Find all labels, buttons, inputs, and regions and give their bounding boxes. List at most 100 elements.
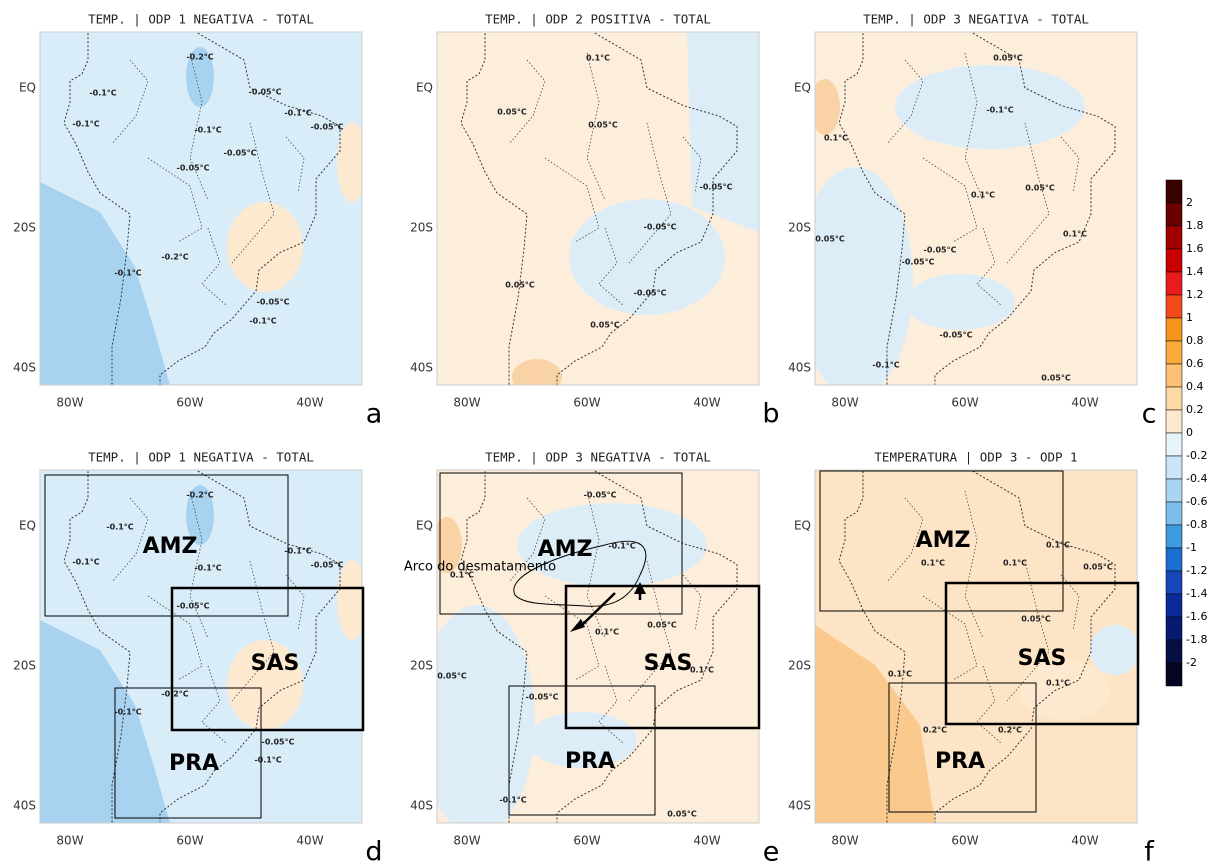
y-tick-label: 20S xyxy=(13,659,36,673)
y-tick-label: 20S xyxy=(788,221,811,235)
contour-label: -0.1°C xyxy=(106,523,133,532)
contour-label: -0.05°C xyxy=(311,123,344,132)
x-tick-label: 40W xyxy=(296,834,323,848)
panel-title: TEMP. | ODP 3 NEGATIVA - TOTAL xyxy=(863,12,1089,27)
y-tick-label: EQ xyxy=(19,519,36,533)
colorbar-segment xyxy=(1166,387,1182,410)
colorbar-tick-label: -2 xyxy=(1186,656,1197,669)
colorbar-tick-label: 0.2 xyxy=(1186,403,1204,416)
contour-label: 0.1°C xyxy=(690,666,714,675)
colorbar-segment xyxy=(1166,180,1182,203)
colorbar-tick-label: 0.8 xyxy=(1186,334,1204,347)
colorbar-tick-label: 0 xyxy=(1186,426,1193,439)
contour-label: -0.1°C xyxy=(114,269,141,278)
contour-label: -0.05°C xyxy=(177,602,210,611)
contour-label: 0.05°C xyxy=(1083,563,1113,572)
y-tick-label: 40S xyxy=(410,799,433,813)
contour-label: 0.1°C xyxy=(586,54,610,63)
colorbar-segment xyxy=(1166,433,1182,456)
colorbar-tick-label: -1.6 xyxy=(1186,610,1207,623)
contour-label: 0.05°C xyxy=(993,54,1023,63)
panel-letter: b xyxy=(762,399,779,430)
contour-label: -0.1°C xyxy=(986,106,1013,115)
y-tick-label: 20S xyxy=(410,659,433,673)
contour-label: -0.05°C xyxy=(526,693,559,702)
colorbar-segment xyxy=(1166,318,1182,341)
contour-label: -0.1°C xyxy=(194,564,221,573)
contour-label: 0.05°C xyxy=(588,121,618,130)
region-label: SAS xyxy=(251,651,300,676)
contour-label: -0.1°C xyxy=(499,796,526,805)
contour-label: -0.1°C xyxy=(114,708,141,717)
region-label: PRA xyxy=(169,751,219,776)
x-tick-label: 60W xyxy=(951,396,978,410)
colorbar-tick-label: -0.2 xyxy=(1186,449,1207,462)
colorbar-segment xyxy=(1166,295,1182,318)
panel-title: TEMP. | ODP 1 NEGATIVA - TOTAL xyxy=(88,450,314,465)
x-tick-label: 60W xyxy=(176,834,203,848)
contour-label: 0.05°C xyxy=(497,108,527,117)
contour-label: 0.05°C xyxy=(647,621,677,630)
anomaly-area xyxy=(687,32,759,232)
region-label: AMZ xyxy=(916,528,971,553)
y-tick-label: EQ xyxy=(416,519,433,533)
y-tick-label: 20S xyxy=(788,659,811,673)
annotation: Arco do desmatamento xyxy=(404,560,556,575)
panel-letter: e xyxy=(763,837,780,866)
panel-title: TEMP. | ODP 1 NEGATIVA - TOTAL xyxy=(88,12,314,27)
panel-title: TEMPERATURA | ODP 3 - ODP 1 xyxy=(874,450,1077,465)
colorbar-tick-label: -0.8 xyxy=(1186,518,1207,531)
colorbar-segment xyxy=(1166,226,1182,249)
anomaly-area xyxy=(569,199,725,315)
colorbar-segment xyxy=(1166,272,1182,295)
panel-letter: a xyxy=(366,399,383,430)
colorbar-tick-label: -1.2 xyxy=(1186,564,1207,577)
contour-label: 0.05°C xyxy=(505,281,535,290)
contour-label: -0.05°C xyxy=(249,88,282,97)
x-tick-label: 80W xyxy=(831,396,858,410)
contour-label: 0.1°C xyxy=(1046,541,1070,550)
colorbar-tick-label: 1.8 xyxy=(1186,219,1204,232)
contour-label: -0.1°C xyxy=(249,317,276,326)
colorbar-tick-label: -1.8 xyxy=(1186,633,1207,646)
colorbar-tick-label: 2 xyxy=(1186,196,1193,209)
contour-label: 0.1°C xyxy=(1003,559,1027,568)
colorbar-tick-label: -1.4 xyxy=(1186,587,1207,600)
x-tick-label: 40W xyxy=(693,396,720,410)
contour-label: -0.05°C xyxy=(940,331,973,340)
page: {"axes": {"y_ticks": ["EQ", "20S", "40S"… xyxy=(0,0,1224,866)
contour-label: 0.1°C xyxy=(888,670,912,679)
x-tick-label: 80W xyxy=(453,396,480,410)
colorbar-segment xyxy=(1166,571,1182,594)
contour-label: 0.05°C xyxy=(590,321,620,330)
anomaly-area xyxy=(1090,625,1140,675)
colorbar-segment xyxy=(1166,548,1182,571)
x-tick-label: 60W xyxy=(573,834,600,848)
contour-label: -0.05°C xyxy=(924,246,957,255)
contour-label: -0.2°C xyxy=(161,690,188,699)
colorbar-tick-label: 1.4 xyxy=(1186,265,1204,278)
y-tick-label: EQ xyxy=(19,81,36,95)
x-tick-label: 40W xyxy=(693,834,720,848)
contour-label: 0.1°C xyxy=(824,134,848,143)
y-tick-label: EQ xyxy=(794,81,811,95)
region-label: AMZ xyxy=(538,537,593,562)
contour-label: -0.05°C xyxy=(262,738,295,747)
contour-label: -0.05°C xyxy=(634,289,667,298)
contour-label: -0.05°C xyxy=(644,223,677,232)
colorbar-tick-label: -1 xyxy=(1186,541,1197,554)
colorbar-tick-label: 0.4 xyxy=(1186,380,1204,393)
region-label: SAS xyxy=(1018,646,1067,671)
colorbar-segment xyxy=(1166,502,1182,525)
colorbar-segment xyxy=(1166,594,1182,617)
contour-label: -0.05°C xyxy=(700,183,733,192)
contour-label: -0.1°C xyxy=(89,89,116,98)
contour-label: 0.2°C xyxy=(923,726,947,735)
panel-title: TEMP. | ODP 2 POSITIVA - TOTAL xyxy=(485,12,711,27)
panel-letter: f xyxy=(1144,837,1155,866)
colorbar-segment xyxy=(1166,525,1182,548)
colorbar-segment xyxy=(1166,341,1182,364)
x-tick-label: 60W xyxy=(951,834,978,848)
contour-label: 0.05°C xyxy=(1041,374,1071,383)
contour-label: 0.1°C xyxy=(1046,679,1070,688)
